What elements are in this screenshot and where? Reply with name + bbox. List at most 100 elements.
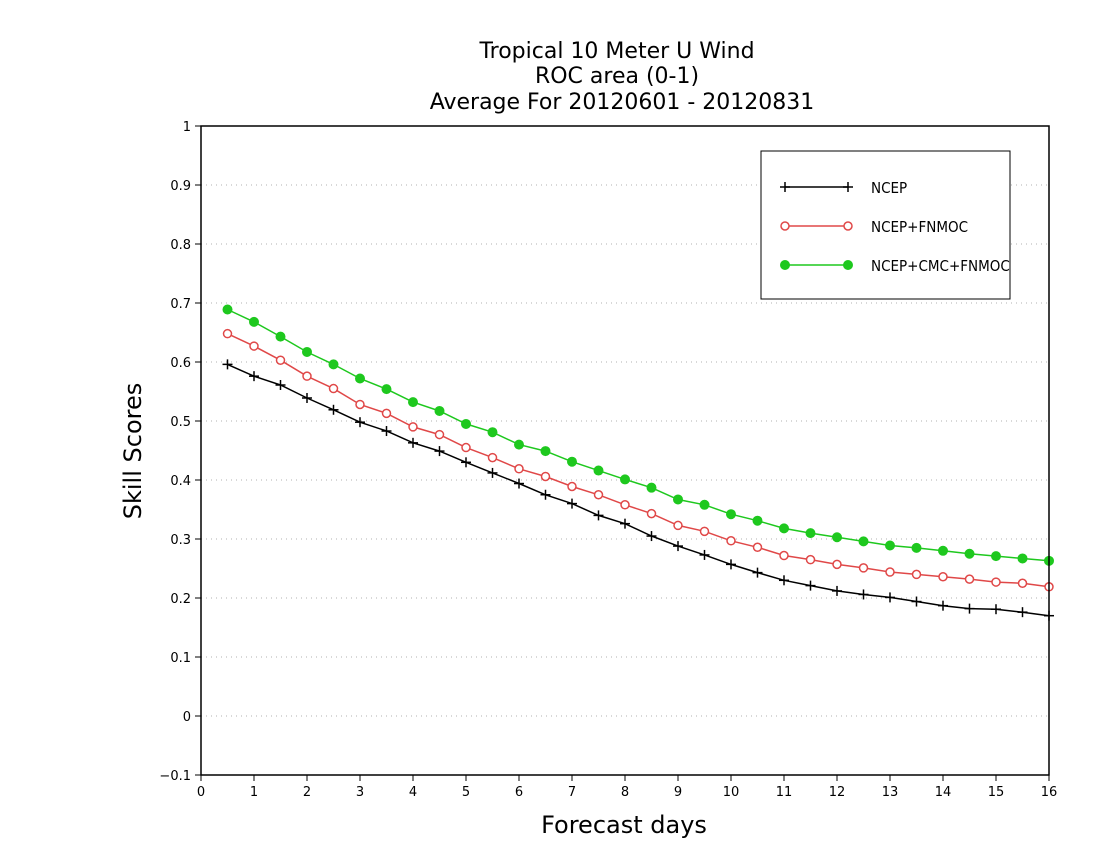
data-point-ncep-cmc-fnmoc [805,528,816,539]
data-point-ncep-fnmoc [911,569,922,580]
x-tick-label: 13 [882,785,899,800]
data-point-ncep [805,580,816,591]
legend-entry-ncep: NCEP [780,179,907,197]
data-point-ncep-fnmoc [646,508,657,519]
title-line-1: Tropical 10 Meter U Wind [478,39,754,64]
data-point-ncep-cmc-fnmoc [885,540,895,551]
legend-entry-ncep-fnmoc: NCEP+FNMOC [780,218,968,236]
x-axis-label: Forecast days [541,811,707,839]
data-point-ncep [726,559,736,570]
y-tick-label: 0.5 [170,415,191,430]
data-point-ncep [434,446,445,457]
data-point-ncep [593,510,604,521]
x-tick-label: 11 [776,785,793,800]
data-point-ncep-cmc-fnmoc [275,331,286,342]
data-point-ncep-fnmoc [593,490,604,500]
data-point-ncep [461,457,471,468]
data-point-ncep-cmc-fnmoc [911,542,922,553]
series-line-ncep-cmc-fnmoc [227,308,1050,562]
x-tick-label: 2 [303,785,311,800]
data-point-ncep [964,603,975,614]
data-point-ncep [646,531,657,542]
y-tick-label: 0.1 [170,651,191,666]
data-point-ncep [699,549,710,560]
x-tick-label: 4 [409,785,417,800]
title-line-3: Average For 20120601 - 20120831 [430,90,815,115]
data-point-ncep-cmc-fnmoc [355,373,365,384]
data-point-ncep [487,467,498,478]
x-tick-label: 0 [197,785,205,800]
x-tick-label: 12 [829,785,846,800]
legend-entry-ncep-cmc-fnmoc: NCEP+CMC+FNMOC [780,257,1010,275]
data-point-ncep [1017,607,1028,618]
data-point-ncep-cmc-fnmoc [699,499,710,510]
data-point-ncep-cmc-fnmoc [222,304,233,315]
data-point-ncep-cmc-fnmoc [567,456,577,467]
legend-marker [780,260,790,270]
data-point-ncep-fnmoc [858,563,869,573]
y-tick-label: 0.7 [170,297,191,312]
data-point-ncep [567,498,577,509]
data-point-ncep [222,359,233,370]
series-layer [222,304,1054,621]
x-tick-label: 16 [1041,785,1058,800]
data-point-ncep-fnmoc [275,355,286,365]
data-point-ncep-fnmoc [302,371,312,381]
data-point-ncep-fnmoc [1017,578,1028,588]
data-point-ncep-cmc-fnmoc [302,346,312,357]
data-point-ncep [514,478,524,489]
y-tick-label: −0.1 [159,769,191,784]
data-point-ncep-fnmoc [805,554,816,565]
data-point-ncep [302,392,312,403]
data-point-ncep-cmc-fnmoc [487,427,498,438]
data-point-ncep-fnmoc [249,341,259,351]
data-point-ncep-fnmoc [408,422,418,432]
data-point-ncep-fnmoc [964,574,975,584]
data-point-ncep-cmc-fnmoc [381,384,392,395]
data-point-ncep [249,371,259,382]
data-point-ncep [540,489,551,500]
data-point-ncep [938,600,948,611]
data-point-ncep-fnmoc [355,399,365,410]
series-line-ncep [227,363,1050,617]
legend-marker [843,182,853,192]
data-point-ncep-fnmoc [699,526,710,537]
data-point-ncep-cmc-fnmoc [434,405,445,416]
data-point-ncep-cmc-fnmoc [938,545,948,556]
series-ncep-fnmoc [222,328,1054,592]
data-point-ncep [408,437,418,448]
data-point-ncep [620,518,630,529]
data-point-ncep [673,541,683,552]
data-point-ncep-cmc-fnmoc [779,523,789,534]
y-tick-label: 0.4 [170,474,191,489]
y-tick-label: 0.8 [170,238,191,253]
data-point-ncep [911,596,922,607]
data-point-ncep-fnmoc [620,500,630,510]
x-tick-label: 7 [568,785,576,800]
data-point-ncep-fnmoc [938,572,948,582]
legend-label: NCEP+FNMOC [871,218,968,236]
data-point-ncep-fnmoc [673,520,683,531]
series-ncep [222,359,1054,621]
data-point-ncep-fnmoc [991,577,1001,587]
data-point-ncep-cmc-fnmoc [1017,553,1028,564]
x-tick-label: 9 [674,785,682,800]
data-point-ncep-cmc-fnmoc [673,494,683,505]
y-tick-label: 0.9 [170,179,191,194]
data-point-ncep-fnmoc [885,567,895,577]
y-tick-label: 0.2 [170,592,191,607]
y-tick-label: 0.3 [170,533,191,548]
data-point-ncep-cmc-fnmoc [858,536,869,547]
x-tick-label: 5 [462,785,470,800]
data-point-ncep-cmc-fnmoc [408,397,418,408]
data-point-ncep-cmc-fnmoc [593,465,604,476]
legend-marker [780,182,790,192]
plot-frame [200,125,1050,776]
data-point-ncep [991,604,1001,615]
axis-ticks: −0.100.10.20.30.40.50.60.70.80.910 1 2 3 4 5 6… [159,120,1057,800]
legend-label: NCEP [871,179,907,197]
data-point-ncep [355,417,365,428]
data-point-ncep [832,585,842,596]
legend-marker [843,260,853,270]
data-point-ncep-fnmoc [381,408,392,419]
